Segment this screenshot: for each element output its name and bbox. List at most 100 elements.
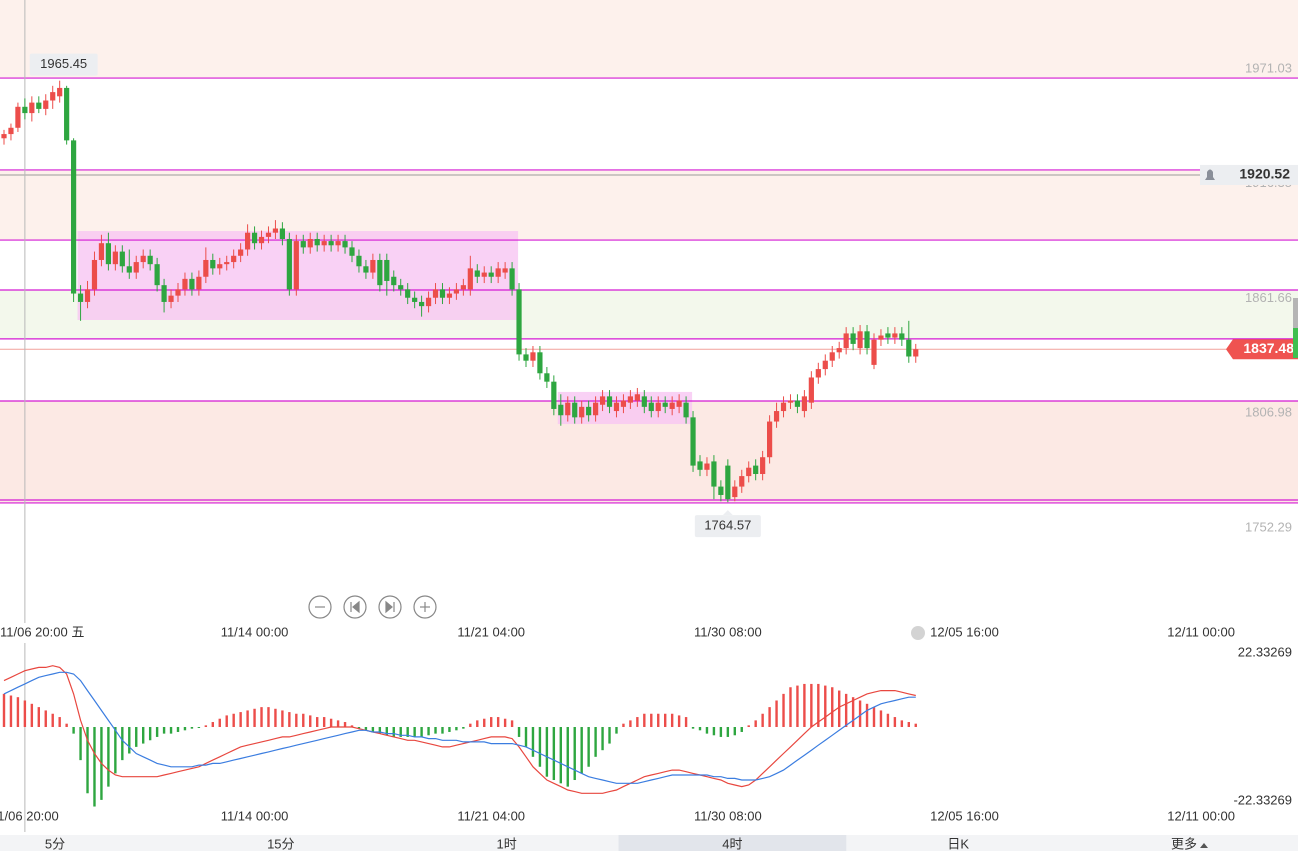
x-tick-label: 12/11 00:00 — [1167, 624, 1235, 639]
macd-dea-line — [3, 671, 916, 784]
candle-body — [335, 241, 341, 246]
x-tick-label: 12/05 16:00 — [930, 624, 999, 639]
macd-bar — [858, 700, 862, 727]
zoom-out-button[interactable] — [308, 595, 332, 619]
candle-body — [342, 241, 348, 248]
macd-x-tick-label: 11/30 08:00 — [694, 808, 762, 823]
candle-body — [704, 463, 710, 470]
macd-bar — [399, 727, 402, 737]
candle-body — [98, 243, 105, 260]
candle-body — [307, 238, 313, 248]
candle-body — [314, 238, 320, 246]
macd-bar — [267, 707, 270, 727]
candle-body — [161, 285, 167, 302]
candle-body — [245, 232, 251, 250]
macd-bar — [16, 697, 20, 727]
macd-bar — [343, 722, 347, 727]
macd-bar — [872, 707, 876, 727]
candle-body — [293, 241, 299, 290]
macd-bar — [503, 718, 507, 727]
candle-body — [739, 476, 745, 487]
candle-body — [286, 238, 292, 290]
macd-bar — [615, 727, 618, 734]
candle-body — [349, 247, 355, 256]
candle-body — [15, 106, 21, 128]
macd-bar — [677, 715, 681, 727]
macd-bar — [169, 727, 173, 734]
macd-bar — [58, 717, 61, 727]
y-tick-label: 1806.98 — [1245, 405, 1292, 420]
macd-bar — [357, 727, 361, 729]
candle-body — [899, 333, 905, 340]
candle-body — [126, 266, 132, 273]
macd-bar — [23, 700, 27, 727]
macd-bar — [364, 727, 368, 731]
macd-bar — [232, 713, 235, 727]
alert-label: 1920.52 — [1239, 166, 1290, 182]
scroll-indicator — [1293, 298, 1298, 328]
timeframe-tab[interactable]: 日K — [947, 836, 969, 851]
macd-bar — [322, 717, 326, 727]
scroll-end-button[interactable] — [378, 595, 402, 619]
candle-body — [412, 297, 418, 302]
macd-bar — [107, 727, 110, 787]
macd-bar — [531, 727, 535, 757]
candle-body — [690, 417, 696, 466]
candle-body — [467, 268, 473, 290]
zoom-in-button[interactable] — [413, 595, 437, 619]
macd-bar — [629, 720, 632, 727]
macd-bar — [86, 727, 89, 794]
alert-label-box — [1200, 164, 1298, 185]
candle-body — [182, 278, 188, 290]
y-tick-label: 1971.03 — [1245, 60, 1292, 75]
macd-bar — [684, 717, 688, 727]
macd-bar — [9, 695, 13, 727]
candle-body — [725, 465, 731, 500]
macd-bar — [183, 727, 187, 731]
candle-body — [321, 241, 327, 246]
candle-body — [210, 259, 216, 269]
candle-body — [655, 402, 661, 412]
macd-bar — [441, 727, 444, 734]
macd-bar — [552, 727, 556, 781]
candle-body — [641, 396, 647, 407]
candle-body — [593, 402, 599, 416]
candle-body — [662, 402, 668, 407]
date-marker — [911, 626, 925, 640]
macd-x-tick-label: 11/06 20:00 — [0, 808, 59, 823]
candle-body — [565, 402, 571, 416]
candle-body — [829, 352, 835, 361]
macd-bar — [239, 712, 242, 727]
candle-body — [64, 87, 70, 141]
candle-body — [746, 467, 752, 477]
timeframe-tab[interactable]: 4时 — [722, 836, 742, 851]
candle-body — [377, 259, 383, 286]
candle-body — [453, 289, 459, 294]
candle-body — [892, 333, 898, 338]
candle-body — [8, 127, 14, 135]
candle-body — [822, 360, 828, 370]
candle-body — [815, 369, 821, 378]
macd-bar — [796, 685, 799, 727]
timeframe-tab[interactable]: 15分 — [267, 836, 294, 851]
macd-bar — [657, 713, 660, 727]
macd-bar — [886, 713, 890, 727]
candle-body — [850, 333, 856, 344]
timeframe-tab[interactable]: 更多 — [1171, 836, 1197, 851]
candle-body — [808, 377, 814, 403]
macd-y-tick-label: 22.33269 — [1238, 644, 1292, 659]
candle-body — [175, 289, 181, 296]
scroll-start-button[interactable] — [343, 595, 367, 619]
macd-bar — [469, 723, 472, 727]
macd-bar — [455, 727, 458, 731]
candle-body — [488, 272, 494, 277]
timeframe-tab[interactable]: 1时 — [496, 836, 516, 851]
candle-body — [620, 400, 627, 407]
crosshair-label: 11/06 20:00 五 — [0, 624, 84, 639]
macd-bar — [559, 727, 562, 784]
candle-body — [648, 402, 654, 412]
candle-body — [224, 262, 230, 265]
timeframe-tab[interactable]: 5分 — [45, 836, 65, 851]
